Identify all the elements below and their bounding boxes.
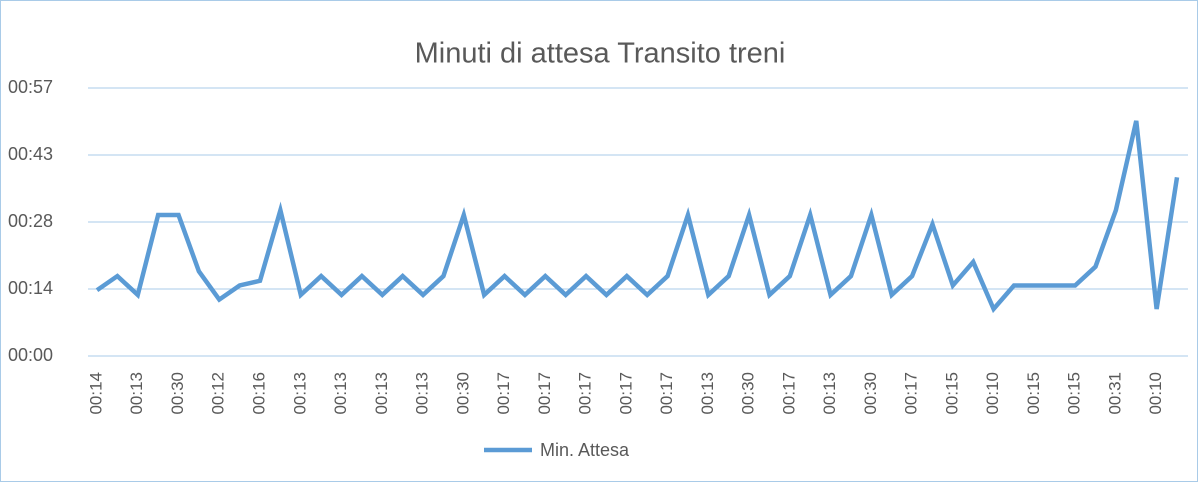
legend-label: Min. Attesa	[540, 440, 630, 460]
x-tick-label: 00:17	[902, 372, 921, 415]
x-tick-label: 00:15	[1065, 372, 1084, 415]
x-tick-label: 00:30	[453, 372, 472, 415]
x-tick-label: 00:15	[1024, 372, 1043, 415]
x-tick-label: 00:31	[1105, 372, 1124, 415]
x-tick-label: 00:17	[535, 372, 554, 415]
x-tick-label: 00:13	[331, 372, 350, 415]
y-tick-label: 00:28	[8, 211, 53, 231]
x-tick-label: 00:17	[779, 372, 798, 415]
x-tick-label: 00:13	[413, 372, 432, 415]
x-tick-label: 00:17	[657, 372, 676, 415]
x-tick-label: 00:13	[372, 372, 391, 415]
x-tick-label: 00:13	[820, 372, 839, 415]
y-tick-label: 00:14	[8, 278, 53, 298]
x-tick-label: 00:14	[86, 372, 105, 415]
chart-title: Minuti di attesa Transito treni	[415, 38, 786, 70]
x-tick-label: 00:13	[698, 372, 717, 415]
x-tick-label: 00:30	[739, 372, 758, 415]
y-tick-label: 00:00	[8, 345, 53, 365]
x-tick-label: 00:17	[576, 372, 595, 415]
x-tick-label: 00:30	[168, 372, 187, 415]
data-line	[95, 120, 1180, 314]
x-tick-label: 00:17	[616, 372, 635, 415]
x-tick-label: 00:12	[209, 372, 228, 415]
x-tick-label: 00:30	[861, 372, 880, 415]
x-tick-label: 00:13	[290, 372, 309, 415]
y-tick-label: 00:43	[8, 144, 53, 164]
x-tick-label: 00:10	[983, 372, 1002, 415]
x-tick-label: 00:15	[942, 372, 961, 415]
x-tick-label: 00:16	[250, 372, 269, 415]
x-tick-label: 00:13	[127, 372, 146, 415]
x-tick-label: 00:10	[1146, 372, 1165, 415]
x-tick-label: 00:17	[494, 372, 513, 415]
y-tick-label: 00:57	[8, 77, 53, 97]
